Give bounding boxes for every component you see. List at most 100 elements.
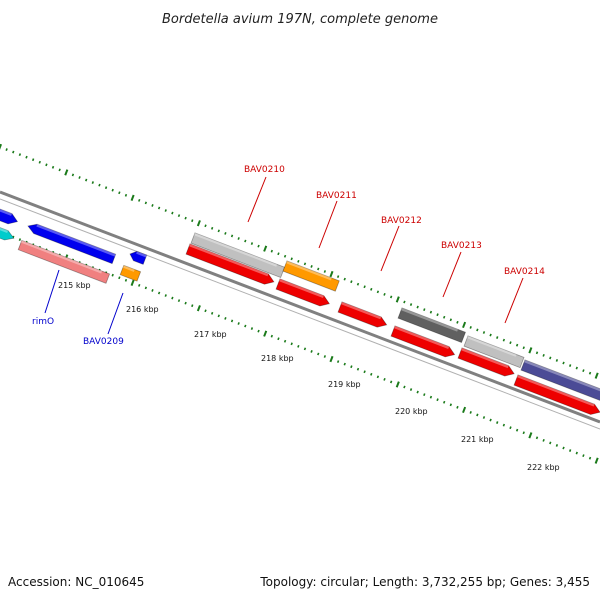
minor-tick [164,294,167,297]
gene-label-forward: BAV0211 [316,191,357,201]
kbp-label: 217 kbp [194,330,227,339]
minor-tick [157,291,161,295]
minor-tick [310,265,313,268]
major-tick [130,279,135,286]
feature-body [463,335,525,369]
minor-tick [204,224,207,228]
minor-tick [224,316,227,320]
reverse-gene-feature [0,220,15,241]
minor-tick [389,295,393,299]
minor-tick [230,234,234,238]
gene-label-forward: BAV0210 [244,165,285,175]
backbone-line-outer [0,190,600,424]
minor-tick [436,398,439,402]
minor-tick [191,219,194,223]
feature-highlight [20,240,103,274]
minor-tick [449,318,452,322]
minor-tick [310,350,313,353]
minor-tick [535,351,539,355]
minor-tick [363,370,366,374]
gene-label-forward: BAV0214 [504,267,545,277]
kbp-label: 221 kbp [461,435,494,444]
minor-tick [237,322,240,325]
minor-tick [476,328,479,332]
feature-body [0,220,15,241]
major-tick [395,296,400,303]
minor-tick [297,259,300,263]
feature-highlight [0,221,9,233]
minor-tick [164,209,167,212]
minor-tick [376,290,380,294]
major-tick [528,432,533,439]
reverse-cds-feature [27,223,117,265]
major-tick [462,321,467,329]
minor-tick [224,231,227,235]
forward-cds-feature [275,278,331,307]
minor-tick [118,191,121,195]
minor-tick [171,211,174,215]
minor-tick [91,181,94,184]
minor-tick [12,150,15,154]
minor-tick [204,309,207,313]
forward-cds-feature [337,301,388,328]
minor-tick [25,155,28,159]
minor-tick [45,163,48,167]
minor-tick [416,390,419,394]
forward-gene-feature [282,260,340,292]
minor-tick [104,186,108,190]
feature-body [185,243,275,285]
feature-body [457,347,515,377]
forward-gene-feature [463,335,525,369]
minor-tick [144,201,148,205]
minor-tick [409,303,413,306]
minor-tick [575,451,578,455]
major-tick [196,220,201,227]
major-tick [263,330,268,337]
minor-tick [376,375,380,379]
minor-tick [277,337,280,341]
minor-tick [230,319,234,323]
major-tick [329,355,334,363]
feature-body [390,325,456,358]
minor-tick [383,377,386,381]
minor-tick [582,369,585,373]
minor-tick [177,214,181,218]
minor-tick [98,183,101,187]
feature-body [27,223,117,265]
kbp-label: 222 kbp [527,463,560,472]
feature-highlight [0,202,12,216]
minor-tick [383,292,386,296]
gene-label-reverse: rimO [32,317,54,327]
feature-highlight [189,243,269,277]
minor-tick [429,310,433,314]
minor-tick [568,449,572,452]
map-title: Bordetella avium 197N, complete genome [162,12,438,27]
minor-tick [542,353,545,357]
minor-tick [51,165,55,169]
minor-tick [151,204,154,207]
minor-tick [237,237,240,240]
feature-body [17,239,111,284]
feature-body [520,359,600,403]
minor-tick [350,365,353,369]
feature-highlight [401,307,458,332]
major-tick [462,406,467,414]
minor-tick [111,273,114,277]
minor-tick [184,216,187,220]
minor-tick [549,441,552,445]
forward-cds-feature [513,374,600,415]
minor-tick [336,275,340,279]
feature-body [190,232,286,279]
minor-tick [502,423,506,427]
minor-tick [522,346,525,350]
minor-tick [555,444,559,447]
kbp-label: 215 kbp [58,281,91,290]
minor-tick [138,198,141,202]
feature-highlight [341,301,382,320]
minor-tick [535,436,539,440]
minor-tick [283,339,287,343]
minor-tick [257,244,260,248]
minor-tick [515,343,519,347]
major-tick [64,169,69,176]
feature-body [129,250,148,265]
